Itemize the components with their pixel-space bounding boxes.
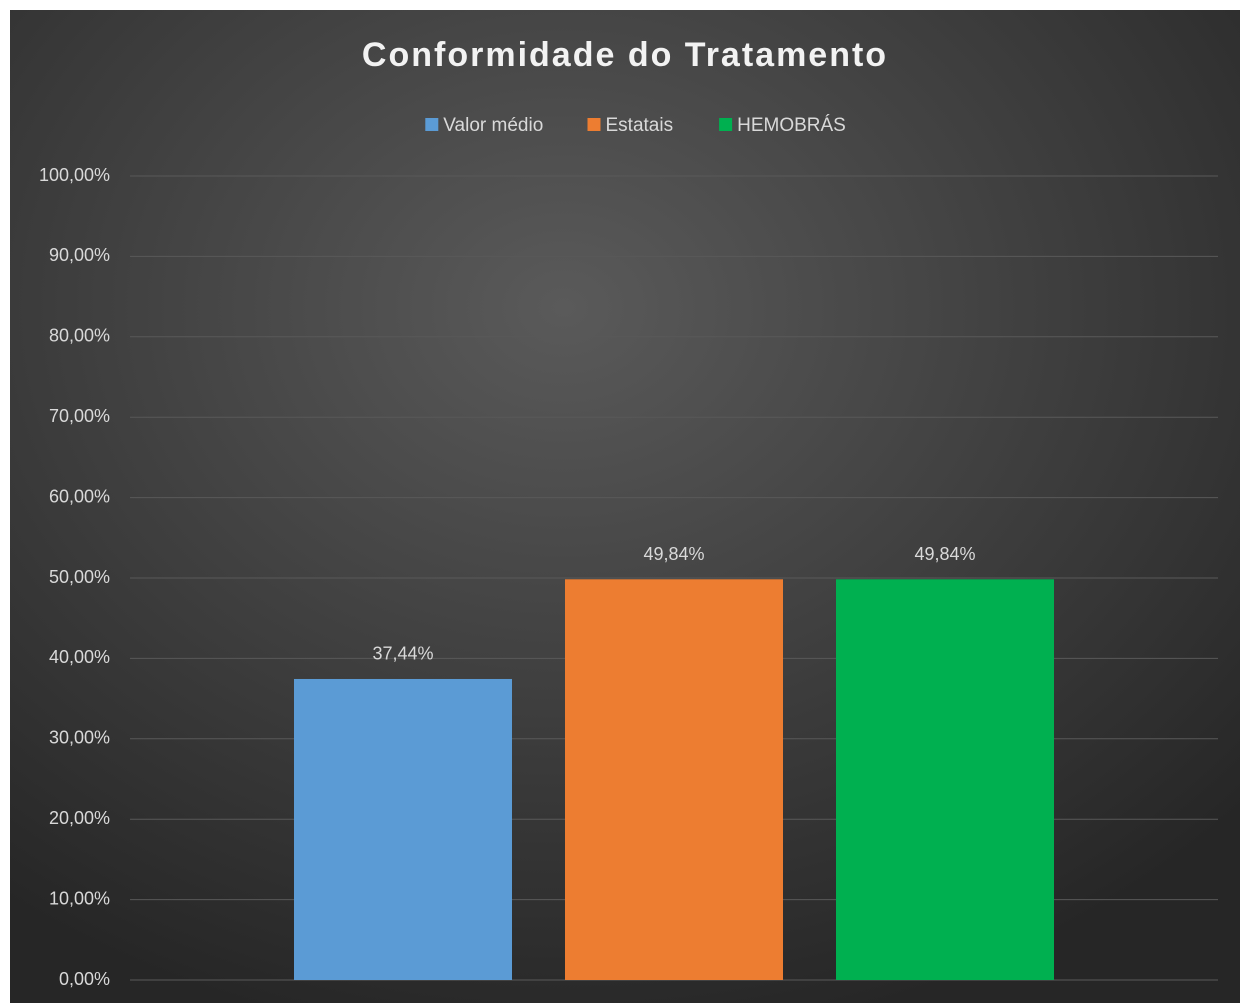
y-tick-label: 0,00% — [59, 969, 110, 989]
y-tick-label: 30,00% — [49, 728, 110, 748]
y-tick-label: 70,00% — [49, 406, 110, 426]
legend-swatch — [719, 118, 733, 131]
y-tick-label: 50,00% — [49, 567, 110, 587]
legend-label: Estatais — [606, 115, 674, 136]
y-tick-label: 100,00% — [39, 165, 110, 185]
y-tick-label: 60,00% — [49, 486, 110, 506]
data-label: 49,84% — [643, 544, 704, 564]
legend-swatch — [425, 118, 439, 131]
bar — [836, 579, 1054, 980]
y-tick-label: 80,00% — [49, 326, 110, 346]
bar — [565, 579, 783, 980]
y-tick-label: 40,00% — [49, 647, 110, 667]
bar — [294, 678, 512, 980]
data-label: 49,84% — [914, 544, 975, 564]
chart-title: Conformidade do Tratamento — [362, 36, 888, 74]
y-tick-label: 20,00% — [49, 808, 110, 828]
data-label: 37,44% — [372, 644, 433, 664]
y-tick-label: 10,00% — [49, 888, 110, 908]
legend-label: HEMOBRÁS — [737, 115, 846, 136]
y-tick-label: 90,00% — [49, 245, 110, 265]
legend-label: Valor médio — [443, 115, 543, 136]
legend-swatch — [587, 118, 601, 131]
